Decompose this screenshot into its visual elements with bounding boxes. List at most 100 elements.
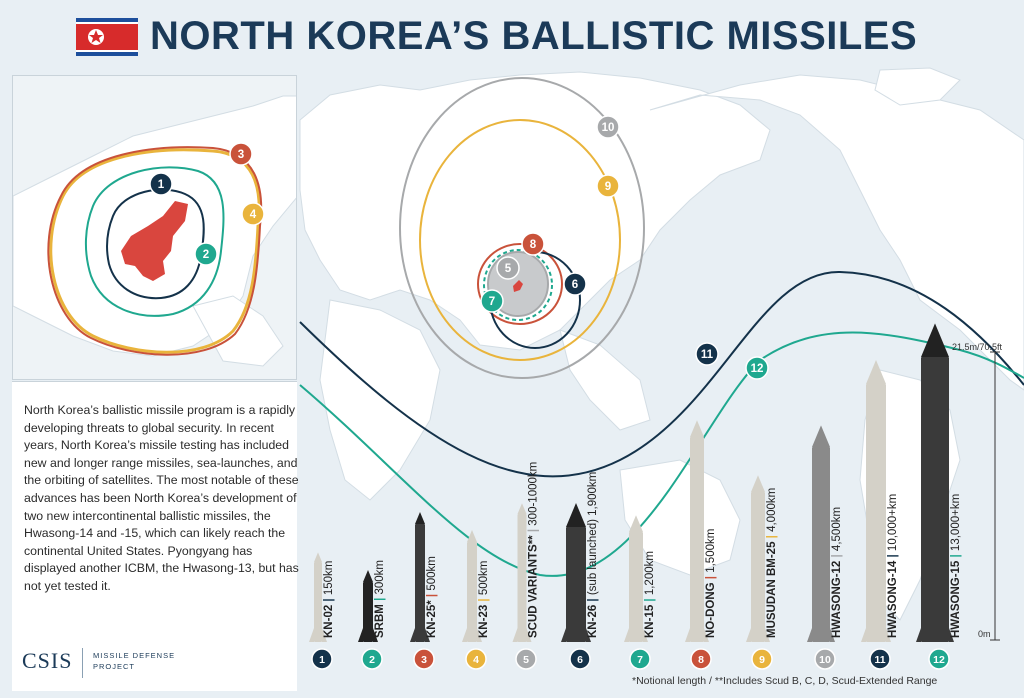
svg-text:3: 3 [238, 149, 244, 161]
map-marker-6: 6 [563, 272, 587, 296]
missile-3: KN-25* | 500km 3 [410, 512, 438, 670]
svg-text:4: 4 [250, 209, 257, 221]
intro-text: North Korea’s ballistic missile program … [24, 403, 299, 593]
missile-label: KN-23 | 500km [478, 561, 490, 638]
missile-number-10: 10 [814, 648, 836, 670]
scale-bottom-label: 0m [978, 629, 991, 639]
range-arc-12 [299, 331, 1024, 577]
map-markers: 5 6 7 8 9 10 11 12 [480, 115, 769, 380]
footnote: *Notional length / **Includes Scud B, C,… [632, 675, 938, 687]
inset-map: 1 2 3 4 [12, 75, 297, 380]
missile-number-6: 6 [569, 648, 591, 670]
svg-text:6: 6 [577, 654, 583, 666]
missile-number-2: 2 [361, 648, 383, 670]
svg-text:8: 8 [530, 239, 537, 251]
svg-text:8: 8 [698, 654, 704, 666]
missile-body [566, 527, 586, 642]
inset-marker-3: 3 [229, 142, 253, 166]
logo-divider [82, 648, 83, 678]
svg-text:7: 7 [489, 296, 495, 308]
inset-marker-1: 1 [149, 172, 173, 196]
missile-label: KN-02 | 150km [323, 561, 335, 638]
missile-body [517, 514, 527, 642]
missile-body [812, 447, 830, 642]
north-korea-flag-icon [76, 18, 138, 56]
missile-6: KN-26 | (sub launched) 1,900km 6 [561, 472, 599, 670]
logo-subtitle: MISSILE DEFENSE PROJECT [93, 651, 176, 671]
missile-body [921, 357, 949, 642]
map-marker-8: 8 [521, 232, 545, 256]
svg-text:1: 1 [158, 179, 165, 191]
missile-number-11: 11 [869, 648, 891, 670]
svg-text:7: 7 [637, 654, 643, 666]
missile-nose [690, 420, 704, 437]
missile-nose [415, 512, 425, 524]
missile-nose [467, 530, 477, 542]
missile-body [751, 492, 765, 642]
svg-text:10: 10 [819, 654, 831, 666]
missile-number-7: 7 [629, 648, 651, 670]
missile-label: NO-DONG | 1,500km [705, 529, 717, 638]
missile-11: HWASONG-14 | 10,000+km 11 [861, 360, 899, 670]
missile-label: HWASONG-15 | 13,000+km [950, 494, 962, 638]
map-marker-11: 11 [695, 342, 719, 366]
map-marker-9: 9 [596, 174, 620, 198]
missile-label: HWASONG-14 | 10,000+km [887, 494, 899, 638]
missile-number-9: 9 [751, 648, 773, 670]
range-ring-4 [47, 146, 263, 356]
svg-text:9: 9 [605, 181, 611, 193]
missile-2: SRBM | 300km 2 [358, 560, 386, 670]
scale-top-label: 21.5m/70.5ft [952, 342, 1003, 352]
missile-7: KN-15 | 1,200km 7 [624, 515, 656, 670]
missile-body [314, 562, 322, 642]
map-marker-5: 5 [496, 256, 520, 280]
north-korea-small [513, 280, 523, 292]
range-ring-9 [419, 119, 621, 361]
svg-text:2: 2 [369, 654, 375, 666]
missile-nose [566, 503, 586, 527]
missile-number-4: 4 [465, 648, 487, 670]
range-ring-1 [105, 188, 205, 300]
svg-text:10: 10 [602, 122, 615, 134]
csis-logo: CSIS [22, 648, 73, 673]
range-arc-11 [299, 270, 1024, 478]
missile-label: KN-15 | 1,200km [644, 551, 656, 638]
missile-nose [363, 570, 373, 582]
missile-9: MUSUDAN BM-25 | 4,000km 9 [746, 475, 778, 670]
missile-label: KN-26 | (sub launched) 1,900km [587, 472, 599, 638]
missile-5: SCUD VARIANTS** | 300-1000km 5 [512, 462, 540, 670]
page-title: NORTH KOREA’S BALLISTIC MISSILES [150, 14, 918, 58]
missile-lineup: KN-02 | 150km 1 SRBM | 300km 2 KN-25* | 500k… [309, 323, 962, 670]
missile-number-5: 5 [515, 648, 537, 670]
inset-marker-2: 2 [194, 242, 218, 266]
world-map-land [299, 67, 1024, 621]
svg-text:12: 12 [933, 654, 945, 666]
map-marker-10: 10 [596, 115, 620, 139]
missile-body [467, 542, 477, 642]
intro-panel: North Korea’s ballistic missile program … [12, 381, 299, 691]
missile-nose [751, 475, 765, 492]
missile-4: KN-23 | 500km 4 [462, 530, 490, 670]
missile-body [363, 582, 373, 642]
missile-nose [629, 515, 643, 532]
missile-number-12: 12 [928, 648, 950, 670]
range-ring-2 [84, 166, 225, 317]
svg-text:3: 3 [421, 654, 427, 666]
missile-body [415, 524, 425, 642]
missile-label: MUSUDAN BM-25 | 4,000km [766, 488, 778, 638]
missile-10: HWASONG-12 | 4,500km 10 [807, 425, 843, 670]
north-korea-map [121, 201, 188, 281]
missile-label: HWASONG-12 | 4,500km [831, 507, 843, 638]
missile-nose [812, 425, 830, 447]
map-marker-12: 12 [745, 356, 769, 380]
range-ring-10 [399, 77, 645, 379]
missile-label: KN-25* | 500km [426, 556, 438, 638]
missile-8: NO-DONG | 1,500km 8 [685, 420, 717, 670]
missile-number-8: 8 [690, 648, 712, 670]
svg-text:6: 6 [572, 279, 578, 291]
range-ring-8 [477, 243, 563, 325]
inset-marker-4: 4 [241, 202, 265, 226]
svg-text:9: 9 [759, 654, 765, 666]
svg-text:4: 4 [473, 654, 479, 666]
missile-nose [517, 503, 527, 514]
